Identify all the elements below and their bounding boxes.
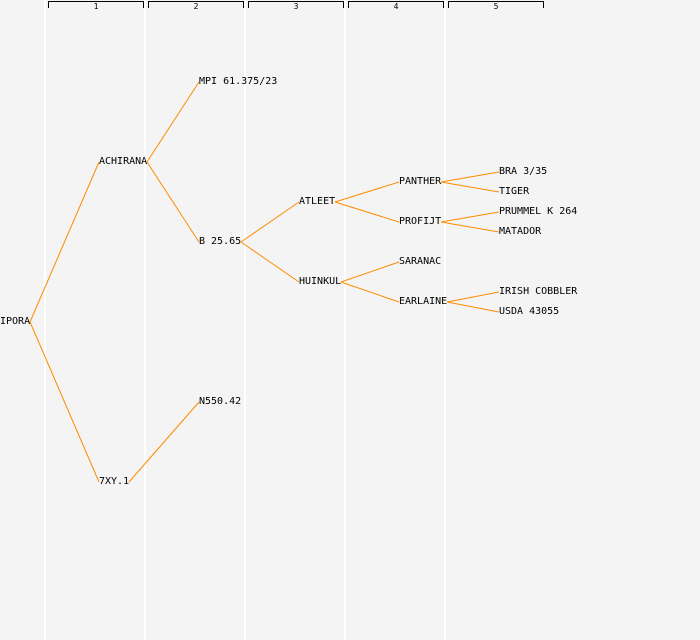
- pedigree-node-tiger[interactable]: TIGER: [499, 186, 530, 197]
- link-earlaine-irish: [446, 291, 500, 303]
- link-profijt-prummel: [440, 211, 500, 223]
- link-atleet-profijt: [334, 201, 400, 223]
- pedigree-node-n55042[interactable]: N550.42: [199, 396, 242, 407]
- column-separator: [244, 0, 246, 640]
- generation-label: 1: [93, 2, 99, 11]
- link-b2565-huinkul: [240, 241, 300, 283]
- pedigree-node-atleet[interactable]: ATLEET: [299, 196, 336, 207]
- link-ipora-7xy1: [29, 321, 100, 483]
- generation-header: 1: [48, 1, 144, 11]
- generation-label: 4: [393, 2, 399, 11]
- generation-header: 3: [248, 1, 344, 11]
- link-profijt-matador: [440, 221, 500, 233]
- pedigree-node-prummel[interactable]: PRUMMEL K 264: [499, 206, 578, 217]
- pedigree-node-saranac[interactable]: SARANAC: [399, 256, 442, 267]
- pedigree-node-earlaine[interactable]: EARLAINE: [399, 296, 448, 307]
- link-huinkul-earlaine: [340, 281, 400, 303]
- link-7xy1-n55042: [128, 401, 200, 483]
- pedigree-node-huinkul[interactable]: HUINKUL: [299, 276, 342, 287]
- link-b2565-atleet: [240, 201, 300, 243]
- pedigree-node-matador[interactable]: MATADOR: [499, 226, 542, 237]
- generation-label: 3: [293, 2, 299, 11]
- pedigree-node-bra[interactable]: BRA 3/35: [499, 166, 548, 177]
- pedigree-node-achirana[interactable]: ACHIRANA: [99, 156, 148, 167]
- pedigree-node-profijt[interactable]: PROFIJT: [399, 216, 442, 227]
- link-panther-tiger: [440, 181, 500, 193]
- column-separator: [444, 0, 446, 640]
- pedigree-node-irish[interactable]: IRISH COBBLER: [499, 286, 578, 297]
- pedigree-node-mpi[interactable]: MPI 61.375/23: [199, 76, 278, 87]
- link-huinkul-saranac: [340, 261, 400, 283]
- link-achirana-b2565: [146, 161, 200, 243]
- generation-header: 4: [348, 1, 444, 11]
- generation-header: 2: [148, 1, 244, 11]
- generation-label: 2: [193, 2, 199, 11]
- column-separator: [344, 0, 346, 640]
- pedigree-node-panther[interactable]: PANTHER: [399, 176, 442, 187]
- link-achirana-mpi: [146, 81, 200, 163]
- column-separator: [144, 0, 146, 640]
- link-ipora-achirana: [29, 161, 100, 323]
- link-earlaine-usda: [446, 301, 500, 313]
- pedigree-node-7xy1[interactable]: 7XY.1: [99, 476, 130, 487]
- link-atleet-panther: [334, 181, 400, 203]
- generation-label: 5: [493, 2, 499, 11]
- generation-header: 5: [448, 1, 544, 11]
- column-separator: [44, 0, 46, 640]
- link-panther-bra: [440, 171, 500, 183]
- pedigree-node-ipora[interactable]: IPORA: [0, 316, 31, 327]
- pedigree-node-b2565[interactable]: B 25.65: [199, 236, 242, 247]
- pedigree-node-usda[interactable]: USDA 43055: [499, 306, 560, 317]
